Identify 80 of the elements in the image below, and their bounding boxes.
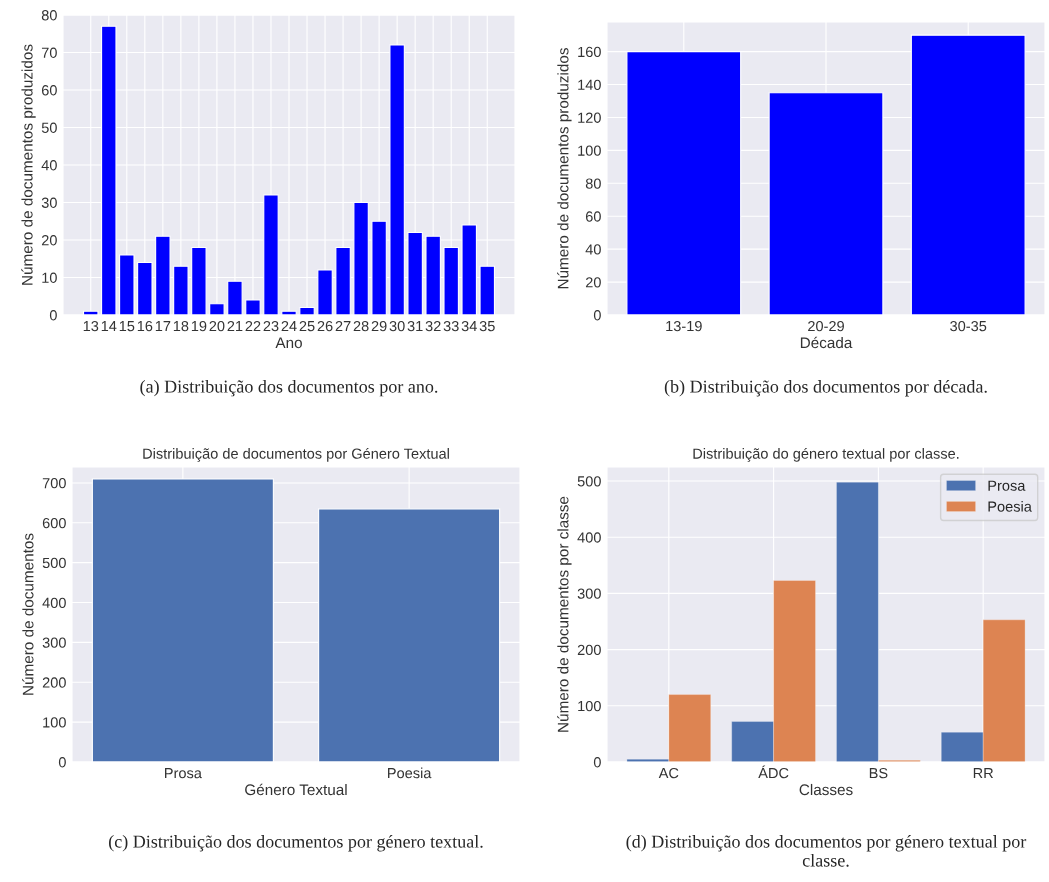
x-tick-label: 30-35	[950, 320, 987, 332]
x-tick-label: 14	[101, 321, 117, 332]
y-axis-title: Número de documentos produzidos	[21, 44, 36, 285]
x-tick-label: 30	[389, 320, 405, 332]
x-tick-label: 20	[209, 320, 225, 332]
y-tick-label: 40	[585, 244, 601, 255]
x-axis-title: Ano	[275, 337, 302, 349]
x-tick-label: 13-19	[666, 320, 702, 332]
x-tick-label: Poesia	[388, 767, 432, 779]
y-tick-label: 100	[578, 145, 601, 156]
y-tick-label: 300	[577, 588, 601, 599]
y-axis-title: Número de documentos	[22, 533, 34, 695]
x-tick-label: 16	[137, 320, 153, 332]
text: (b) Distribuição dos documentos por década.	[664, 380, 987, 397]
x-axis-title: Género Textual	[245, 783, 347, 796]
y-tick-label: 20	[41, 235, 57, 246]
y-tick-label: 500	[42, 557, 66, 569]
y-tick-label: 80	[41, 10, 57, 21]
x-tick-label: 19	[191, 320, 207, 332]
x-tick-label: 31	[407, 320, 423, 332]
text: (a) Distribuição dos documentos por ano.	[140, 380, 438, 397]
y-tick-label: 80	[585, 178, 601, 189]
x-tick-label: 34	[461, 320, 477, 332]
x-tick-label: Prosa	[165, 768, 202, 779]
y-axis-title: Número de documentos produzidos	[557, 48, 572, 289]
y-tick-label: 300	[42, 637, 66, 648]
x-tick-label: 17	[155, 321, 171, 332]
x-axis-title: Década	[800, 336, 853, 349]
x-tick-label: 25	[299, 320, 315, 332]
y-tick-label: 30	[41, 197, 57, 208]
y-tick-label: 700	[42, 478, 66, 489]
y-tick-label: 10	[42, 272, 57, 283]
x-tick-label: 15	[119, 321, 135, 332]
x-tick-label: BS	[869, 767, 888, 779]
y-tick-label: 0	[593, 757, 601, 768]
y-tick-label: 0	[49, 310, 57, 321]
y-tick-label: 120	[578, 112, 601, 123]
x-tick-label: 13	[83, 320, 99, 332]
x-tick-label: 18	[173, 320, 189, 332]
x-tick-label: AC	[658, 767, 679, 779]
legend-label: Poesia	[988, 501, 1032, 512]
text: (c) Distribuição dos documentos por género textual.	[109, 835, 483, 852]
y-axis-title: Número de documentos por classe	[557, 496, 572, 732]
x-tick-label: 23	[263, 320, 279, 332]
x-tick-label: 22	[245, 320, 261, 332]
x-tick-label: 20-29	[808, 320, 844, 332]
y-tick-label: 0	[593, 310, 601, 321]
x-tick-label: 21	[227, 320, 243, 332]
y-tick-label: 50	[41, 122, 57, 133]
y-tick-label: 20	[585, 277, 601, 288]
x-tick-label: 32	[425, 320, 441, 332]
x-tick-label: 26	[317, 320, 333, 332]
y-tick-label: 100	[43, 717, 66, 728]
y-tick-label: 400	[577, 532, 601, 543]
legend-label: Prosa	[988, 480, 1026, 491]
x-tick-label: ÁDC	[758, 765, 789, 779]
chart-title: Distribuição do género textual por classe.	[693, 447, 959, 462]
text: (d) Distribuição dos documentos por género textual por classe.	[626, 835, 1027, 867]
x-axis-title: Classes	[799, 783, 853, 796]
x-tick-label: 27	[335, 320, 351, 332]
y-tick-label: 60	[585, 211, 601, 222]
y-tick-label: 0	[58, 757, 66, 768]
x-tick-label: RR	[973, 768, 994, 779]
chart-title: Distribuição de documentos por Género Textual	[143, 447, 449, 462]
y-tick-label: 500	[577, 476, 601, 487]
y-tick-label: 160	[578, 46, 601, 58]
y-tick-label: 60	[41, 85, 57, 96]
y-tick-label: 400	[42, 597, 66, 608]
y-tick-label: 200	[577, 644, 601, 656]
y-tick-label: 200	[42, 677, 66, 688]
x-tick-label: 24	[281, 320, 297, 332]
y-tick-label: 140	[578, 79, 601, 90]
x-tick-label: 29	[371, 320, 387, 332]
x-tick-label: 33	[443, 320, 459, 332]
y-tick-label: 40	[41, 160, 57, 171]
y-tick-label: 600	[42, 517, 66, 529]
x-tick-label: 28	[353, 320, 369, 332]
x-tick-label: 35	[479, 320, 495, 332]
y-tick-label: 100	[578, 700, 601, 712]
y-tick-label: 70	[41, 47, 57, 58]
